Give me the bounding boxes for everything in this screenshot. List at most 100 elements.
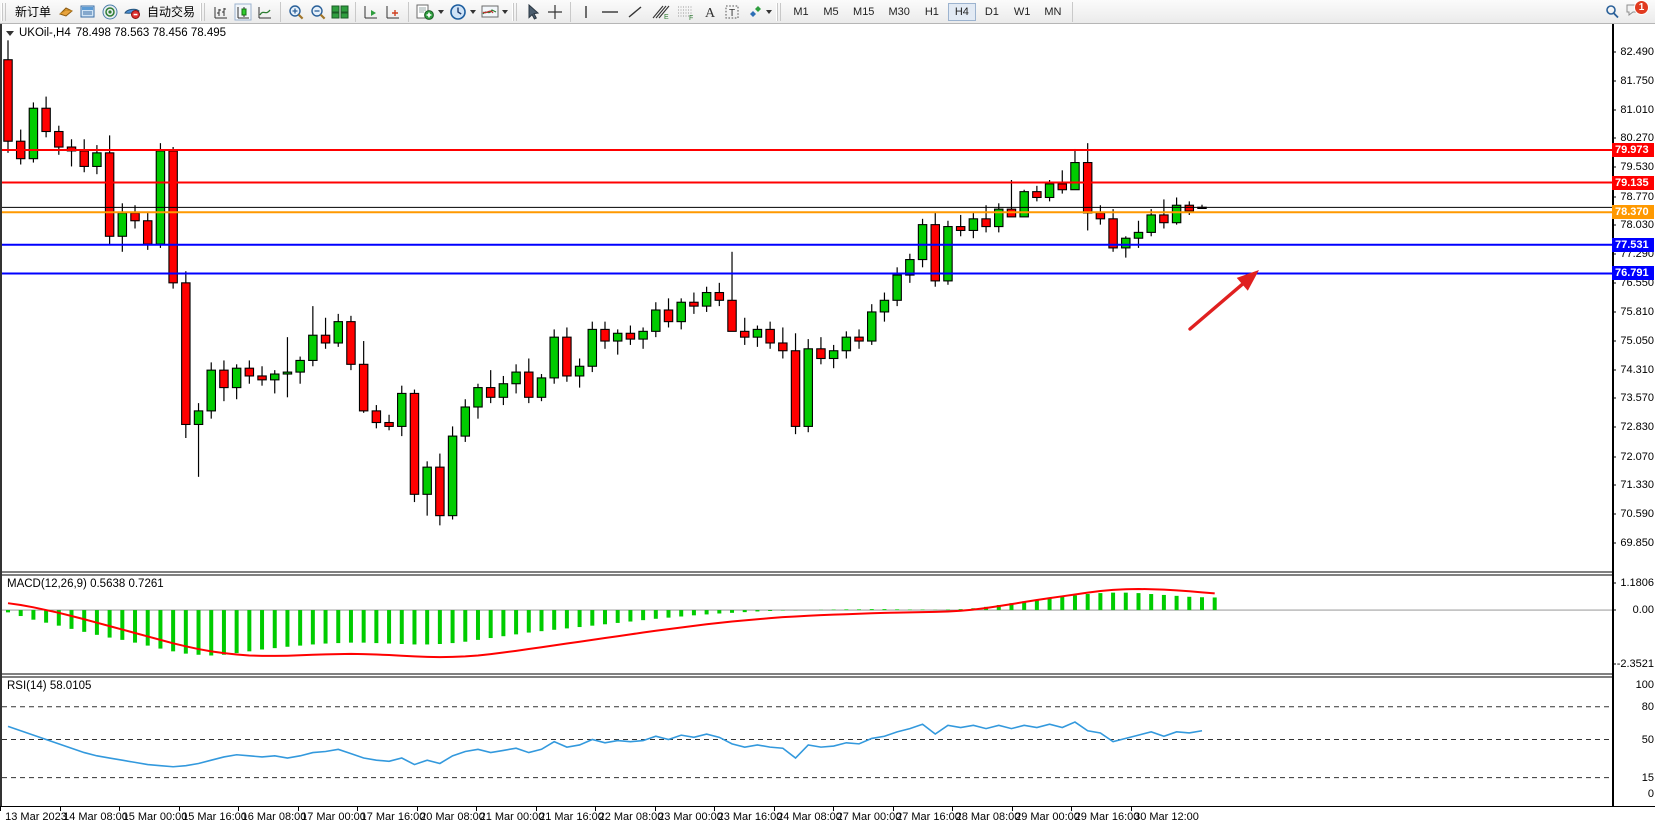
price-line-tag-support-1[interactable]: 77.531: [1612, 237, 1654, 252]
bar-chart-icon[interactable]: [210, 1, 232, 23]
search-icon[interactable]: [1601, 1, 1625, 23]
chart-shift-icon[interactable]: [382, 1, 404, 23]
price-line-tag-resistance-2[interactable]: 79.973: [1612, 143, 1654, 158]
time-axis-label: 29 Mar 00:00: [1015, 811, 1080, 823]
time-axis-divider: [1130, 807, 1132, 811]
chart-window[interactable]: UKOil-,H4 78.498 78.563 78.456 78.495 MA…: [0, 24, 1655, 828]
macd-tick-mark: [1612, 582, 1616, 584]
price-tick-mark: [1612, 80, 1616, 82]
horizontal-line-icon[interactable]: [597, 1, 623, 23]
object-list-icon[interactable]: T: [721, 1, 743, 23]
time-axis-divider: [416, 807, 418, 811]
candlestick-chart-icon[interactable]: [232, 1, 254, 23]
time-axis-divider: [535, 807, 537, 811]
time-axis-label: 15 Mar 16:00: [182, 811, 247, 823]
toolbar-grip-tools[interactable]: [512, 2, 520, 21]
time-axis-divider: [476, 807, 477, 811]
new-chart-icon[interactable]: [413, 1, 437, 23]
price-tick-label: 75.050: [1620, 335, 1654, 348]
time-axis-label: 15 Mar 00:00: [122, 811, 188, 823]
zoom-out-icon[interactable]: [307, 1, 329, 23]
vertical-line-icon[interactable]: [575, 1, 597, 23]
price-tick-label: 75.810: [1620, 305, 1654, 318]
time-axis-label: 17 Mar 00:00: [301, 811, 366, 823]
alerts-badge-count: 1: [1634, 0, 1649, 15]
toolbar-separator: [280, 1, 282, 22]
time-axis-divider: [1011, 807, 1013, 811]
rsi-tick-label: 100: [1635, 679, 1654, 691]
rsi-indicator-label: RSI(14) 58.0105: [7, 680, 92, 692]
price-line-tag-resistance-1[interactable]: 79.135: [1612, 175, 1654, 190]
crosshair-icon[interactable]: [544, 1, 566, 23]
timeframe-d1[interactable]: D1: [984, 5, 999, 18]
timeframe-m30[interactable]: M30: [888, 5, 910, 18]
price-axis[interactable]: 82.490 81.750 81.010 80.270 79.530 78.770 78.0…: [1612, 24, 1655, 806]
chevron-down-icon-indicators[interactable]: [502, 9, 509, 14]
price-tick-mark: [1612, 196, 1616, 198]
timeframe-m5[interactable]: M5: [823, 5, 839, 18]
cursor-icon[interactable]: [522, 1, 544, 23]
chevron-down-icon-symbol[interactable]: [6, 30, 14, 36]
timeframe-mn[interactable]: MN: [1044, 5, 1062, 18]
data-window-icon[interactable]: [77, 1, 99, 23]
timeframe-m15[interactable]: M15: [853, 5, 875, 18]
toolbar-grip-timeframes[interactable]: [776, 2, 784, 21]
period-icon[interactable]: [447, 1, 469, 23]
chart-symbol-header: UKOil-,H4 78.498 78.563 78.456 78.495: [6, 27, 226, 39]
time-axis-divider: [0, 807, 1, 811]
time-axis-divider: [833, 807, 834, 811]
toolbar-grip-charts[interactable]: [200, 2, 208, 21]
timeframe-m1[interactable]: M1: [793, 5, 809, 18]
alerts-icon[interactable]: 1: [1625, 0, 1649, 23]
svg-text:A: A: [705, 6, 716, 21]
time-axis-label: 21 Mar 16:00: [539, 811, 604, 823]
zoom-in-icon[interactable]: [285, 1, 307, 23]
time-axis-divider: [952, 807, 953, 811]
line-chart-icon[interactable]: [254, 1, 276, 23]
price-line-tag-support-2[interactable]: 76.791: [1612, 266, 1654, 281]
auto-trading-button[interactable]: 自动交易: [147, 5, 196, 19]
chevron-down-icon-templates[interactable]: [766, 9, 773, 14]
price-tick-label: 81.750: [1620, 75, 1654, 88]
svg-text:T: T: [729, 8, 735, 19]
price-tick-mark: [1612, 282, 1616, 284]
price-line-tag-pivot[interactable]: 78.370: [1612, 205, 1654, 220]
toolbar-separator-4: [570, 1, 572, 22]
new-order-button[interactable]: 新订单: [15, 5, 52, 19]
toolbar-grip[interactable]: [1, 2, 8, 21]
indicators-icon[interactable]: [479, 1, 501, 23]
time-axis-divider: [595, 807, 596, 811]
timeframe-h4[interactable]: H4: [947, 2, 976, 21]
time-axis-label: 24 Mar 08:00: [777, 811, 842, 823]
time-axis-label: 30 Mar 12:00: [1134, 811, 1199, 823]
templates-icon[interactable]: [743, 1, 765, 23]
chevron-down-icon[interactable]: [438, 9, 445, 14]
equidistant-channel-icon[interactable]: E: [647, 1, 673, 23]
price-tick-label: 71.330: [1620, 479, 1654, 492]
expert-advisor-icon[interactable]: [55, 1, 77, 23]
svg-text:F: F: [689, 15, 693, 21]
time-axis[interactable]: 13 Mar 2023 14 Mar 08:00 15 Mar 00:00 15 Ma…: [0, 806, 1655, 828]
time-axis-divider: [297, 807, 299, 811]
price-chart-panel[interactable]: UKOil-,H4 78.498 78.563 78.456 78.495 MA…: [0, 24, 1614, 806]
timeframe-h1[interactable]: H1: [924, 5, 939, 18]
chevron-down-icon-period[interactable]: [470, 9, 477, 14]
shift-end-icon[interactable]: [360, 1, 382, 23]
time-axis-divider: [773, 807, 775, 811]
time-axis-label: 23 Mar 00:00: [658, 811, 723, 823]
tile-windows-icon[interactable]: [329, 1, 351, 23]
price-tick-mark: [1612, 51, 1616, 53]
auto-trading-icon[interactable]: [121, 1, 143, 23]
timeframe-w1[interactable]: W1: [1013, 5, 1031, 18]
rsi-tick-label: 50: [1641, 733, 1654, 746]
price-tick-label: 81.010: [1620, 103, 1654, 116]
fibonacci-icon[interactable]: F: [673, 1, 699, 23]
price-tick-mark: [1612, 109, 1616, 111]
time-axis-divider: [59, 807, 61, 811]
trendline-icon[interactable]: [623, 1, 647, 23]
price-tick-mark: [1612, 513, 1616, 515]
svg-text:E: E: [664, 14, 669, 21]
text-label-icon[interactable]: A: [699, 1, 721, 23]
signals-icon[interactable]: [99, 1, 121, 23]
price-tick-mark: [1612, 311, 1616, 313]
